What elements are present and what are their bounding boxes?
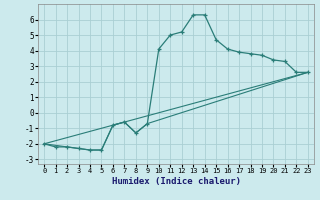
X-axis label: Humidex (Indice chaleur): Humidex (Indice chaleur) xyxy=(111,177,241,186)
